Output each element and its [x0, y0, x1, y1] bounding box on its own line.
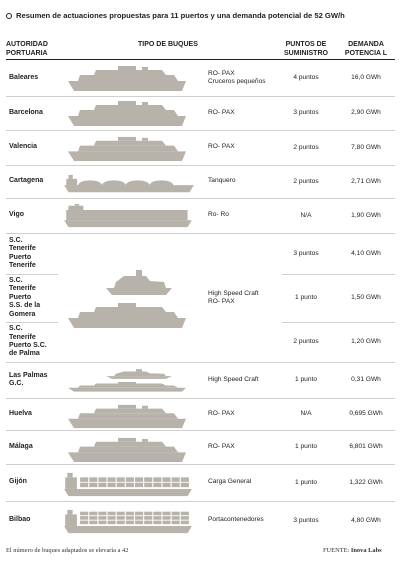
demanda-cell: 7,80 GWh [351, 143, 381, 151]
autoridad-cell: Huelva [9, 409, 32, 417]
demanda-cell: 0,695 GWh [349, 410, 383, 417]
demanda-cell: 0,31 GWh [351, 376, 381, 383]
puntos-cell: 1 punto [295, 443, 317, 450]
tipo-cell: RO- PAX [208, 108, 235, 116]
highspeed-ship-icon [66, 262, 190, 339]
demanda-cell: 2,71 GWh [351, 177, 381, 185]
puntos-cell: 2 puntos [293, 143, 319, 151]
demanda-cell: 1,20 GWh [351, 338, 381, 345]
puntos-cell: 3 puntos [293, 109, 319, 116]
puntos-cell: N/A [300, 410, 312, 417]
row-separator [6, 398, 395, 399]
source-name: Inova Labs [350, 547, 382, 554]
tipo-cell: RO- PAX [208, 143, 235, 151]
row-separator [6, 274, 58, 275]
row-separator [6, 96, 395, 97]
row-separator [6, 322, 58, 323]
autoridad-cell: Baleares [9, 73, 39, 81]
infographic-title: Resumen de actuaciones propuestas para 1… [6, 11, 401, 20]
ropax-ship-icon [66, 436, 190, 468]
tipo-cell: High Speed Craft [208, 375, 259, 383]
tipo-cell: RO- PAX [208, 442, 235, 450]
autoridad-cell: S.C. Tenerife Puerto S.S. de la Gomera [9, 277, 41, 318]
tipo-cell: Portacontenedores [208, 516, 264, 524]
row-separator [6, 464, 395, 465]
ropax-ship-icon [66, 99, 190, 132]
demanda-cell: 2,90 GWh [351, 109, 381, 116]
header-puntos: PUNTOS DE SUMINISTRO [284, 41, 328, 57]
puntos-cell: 1 punto [295, 376, 317, 383]
puntos-cell: 2 puntos [293, 177, 319, 185]
footer-note: El número de buques adaptados se elevarí… [6, 547, 129, 554]
tipo-cell: Tanquero [208, 177, 236, 185]
puntos-cell: 1 punto [295, 294, 317, 301]
tipo-cell: Ro- Ro [208, 211, 229, 219]
puntos-cell: N/A [300, 211, 312, 219]
autoridad-cell: S.C. Tenerife Puerto Tenerife [9, 236, 36, 269]
cargo-ship-icon [62, 472, 194, 502]
puntos-cell: 1 punto [295, 478, 317, 486]
row-separator [6, 501, 395, 502]
footer-source: FUENTE: Inova Labs [323, 547, 382, 554]
puntos-cell: 4 puntos [293, 74, 319, 81]
puntos-cell: 3 puntos [293, 249, 319, 257]
autoridad-cell: Bilbao [9, 516, 31, 524]
container-ship-icon [62, 509, 194, 539]
header-tipo: TIPO DE BUQUES [138, 41, 198, 48]
autoridad-cell: Valencia [9, 143, 38, 151]
row-separator [6, 130, 395, 131]
tipo-cell: RO- PAX [208, 409, 235, 417]
row-separator [6, 430, 395, 431]
puntos-cell: 2 puntos [293, 338, 319, 345]
autoridad-cell: Cartagena [9, 177, 44, 185]
ropax-ship-icon [66, 403, 190, 434]
demanda-cell: 1,322 GWh [349, 478, 383, 486]
autoridad-cell: Barcelona [9, 108, 43, 116]
autoridad-cell: Vigo [9, 211, 25, 219]
bullet-circle-icon [6, 12, 12, 19]
demanda-cell: 16,0 GWh [351, 74, 381, 81]
header-demanda: DEMANDA POTENCIA L [344, 41, 388, 57]
highspeed-ship-icon [66, 366, 190, 399]
tipo-cell: RO- PAX Cruceros pequeños [208, 69, 266, 85]
ropax-ship-icon [66, 64, 190, 97]
tanker-ship-icon [62, 171, 196, 198]
header-divider [6, 59, 395, 60]
demanda-cell: 1,90 GWh [351, 211, 381, 219]
roro-ship-icon [62, 204, 194, 233]
ropax-ship-icon [66, 135, 190, 167]
row-separator [6, 233, 395, 234]
source-label: FUENTE: [323, 547, 350, 554]
row-separator [282, 322, 395, 323]
demanda-cell: 4,10 GWh [351, 249, 381, 257]
puntos-cell: 3 puntos [293, 516, 319, 524]
tipo-cell: Carga General [208, 478, 252, 486]
demanda-cell: 1,50 GWh [351, 294, 381, 301]
row-separator [6, 165, 395, 166]
autoridad-cell: Málaga [9, 442, 33, 450]
header-autoridad: AUTORIDAD PORTUARIA [6, 41, 48, 57]
row-separator [282, 274, 395, 275]
row-separator [6, 362, 395, 363]
row-separator [6, 198, 395, 199]
autoridad-cell: Las Palmas G.C. [9, 371, 48, 387]
autoridad-cell: S.C. Tenerife Puerto S.C. de Palma [9, 325, 47, 358]
demanda-cell: 4,80 GWh [351, 516, 381, 524]
demanda-cell: 6,801 GWh [349, 443, 383, 450]
title-text: Resumen de actuaciones propuestas para 1… [16, 11, 345, 20]
autoridad-cell: Gijón [9, 478, 27, 486]
tipo-cell: High Speed Craft RO- PAX [208, 289, 259, 305]
